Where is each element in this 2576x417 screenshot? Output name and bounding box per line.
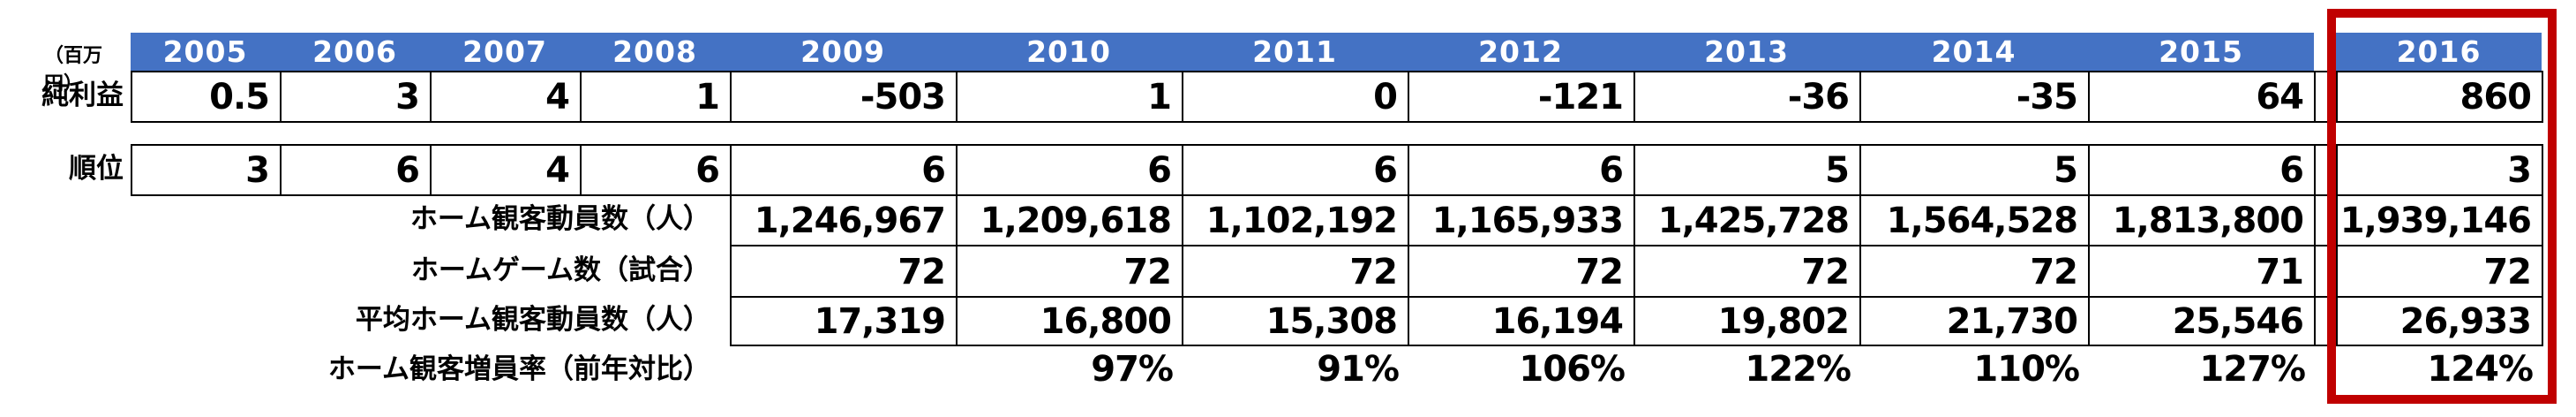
cell-avg_home_attendance-2010: 16,800: [956, 296, 1183, 346]
cell-net_income-2005: 0.5: [131, 71, 282, 123]
cell-net_income-2007: 4: [430, 71, 582, 123]
cell-attendance_growth_rate-2011: 91%: [1317, 349, 1400, 390]
cell-home_attendance-2013: 1,425,728: [1633, 194, 1861, 246]
row-label-home_attendance: ホーム観客動員数（人）: [409, 203, 710, 235]
cell-rank-2005: 3: [131, 144, 282, 196]
cell-net_income-2009: -503: [730, 71, 958, 123]
cell-home_attendance-2016: 1,939,146: [2336, 194, 2543, 246]
cell-net_income-2016: 860: [2336, 71, 2543, 123]
year-header-2016: 2016: [2396, 34, 2482, 69]
cell-home_attendance-2011: 1,102,192: [1182, 194, 1409, 246]
highlight-box-2016: [2327, 9, 2557, 404]
cell-home_games-2009: 72: [730, 245, 958, 298]
cell-net_income-2013: -36: [1633, 71, 1861, 123]
cell-attendance_growth_rate-2014: 110%: [1973, 349, 2080, 390]
year-header-2012: 2012: [1478, 34, 1563, 69]
cell-rank-2015: 6: [2088, 144, 2316, 196]
cell-home_games-2013: 72: [1633, 245, 1861, 298]
cell-net_income-2015: 64: [2088, 71, 2316, 123]
cell-attendance_growth_rate-2010: 97%: [1091, 349, 1174, 390]
cell-attendance_growth_rate-2015: 127%: [2199, 349, 2306, 390]
year-header-2007: 2007: [462, 34, 547, 69]
unit-label: （百万円）: [44, 45, 103, 95]
cell-avg_home_attendance-2015: 25,546: [2088, 296, 2316, 346]
cell-home_games-2011: 72: [1182, 245, 1409, 298]
cell-net_income-2010: 1: [956, 71, 1183, 123]
cell-net_income-2006: 3: [280, 71, 432, 123]
cell-rank-2007: 4: [430, 144, 582, 196]
cell-home_games-2014: 72: [1859, 245, 2090, 298]
row-label-attendance_growth_rate: ホーム観客増員率（前年対比）: [327, 353, 710, 385]
cell-attendance_growth_rate-2016: 124%: [2427, 349, 2534, 390]
cell-avg_home_attendance-2016: 26,933: [2336, 296, 2543, 346]
cell-rank-2009: 6: [730, 144, 958, 196]
year-header-2006: 2006: [312, 34, 397, 69]
cell-avg_home_attendance-2014: 21,730: [1859, 296, 2090, 346]
year-header-2011: 2011: [1252, 34, 1337, 69]
cell-rank-2011: 6: [1182, 144, 1409, 196]
year-header-bar-2016: [2336, 33, 2542, 71]
year-header-2014: 2014: [1931, 34, 2016, 69]
year-header-2015: 2015: [2159, 34, 2243, 69]
cell-rank-2010: 6: [956, 144, 1183, 196]
year-header-2010: 2010: [1026, 34, 1111, 69]
cell-net_income-2008: 1: [580, 71, 732, 123]
cell-avg_home_attendance-2011: 15,308: [1182, 296, 1409, 346]
year-header-2013: 2013: [1704, 34, 1789, 69]
cell-attendance_growth_rate-2013: 122%: [1745, 349, 1851, 390]
cell-avg_home_attendance-2012: 16,194: [1408, 296, 1635, 346]
cell-rank-2006: 6: [280, 144, 432, 196]
cell-rank-2013: 5: [1633, 144, 1861, 196]
cell-net_income-2012: -121: [1408, 71, 1635, 123]
cell-home_games-2015: 71: [2088, 245, 2316, 298]
row-label-avg_home_attendance: 平均ホーム観客動員数（人）: [355, 304, 710, 336]
cell-home_attendance-2015: 1,813,800: [2088, 194, 2316, 246]
cell-home_games-2010: 72: [956, 245, 1183, 298]
cell-attendance_growth_rate-2012: 106%: [1519, 349, 1626, 390]
cell-home_games-2012: 72: [1408, 245, 1635, 298]
year-header-2005: 2005: [162, 34, 248, 69]
year-header-2008: 2008: [612, 34, 697, 69]
cell-home_attendance-2009: 1,246,967: [730, 194, 958, 246]
row-label-net_income: 純利益: [41, 80, 124, 111]
cell-net_income-2014: -35: [1859, 71, 2090, 123]
cell-rank-2014: 5: [1859, 144, 2090, 196]
row-label-home_games: ホームゲーム数（試合）: [410, 254, 710, 286]
year-header-bar: [131, 33, 2314, 71]
cell-net_income-2011: 0: [1182, 71, 1409, 123]
cell-avg_home_attendance-2013: 19,802: [1633, 296, 1861, 346]
cell-avg_home_attendance-2009: 17,319: [730, 296, 958, 346]
cell-home_attendance-2014: 1,564,528: [1859, 194, 2090, 246]
cell-rank-2012: 6: [1408, 144, 1635, 196]
row-label-rank: 順位: [69, 153, 124, 185]
cell-rank-2008: 6: [580, 144, 732, 196]
year-header-2009: 2009: [800, 34, 885, 69]
cell-home_attendance-2012: 1,165,933: [1408, 194, 1635, 246]
cell-home_attendance-2010: 1,209,618: [956, 194, 1183, 246]
